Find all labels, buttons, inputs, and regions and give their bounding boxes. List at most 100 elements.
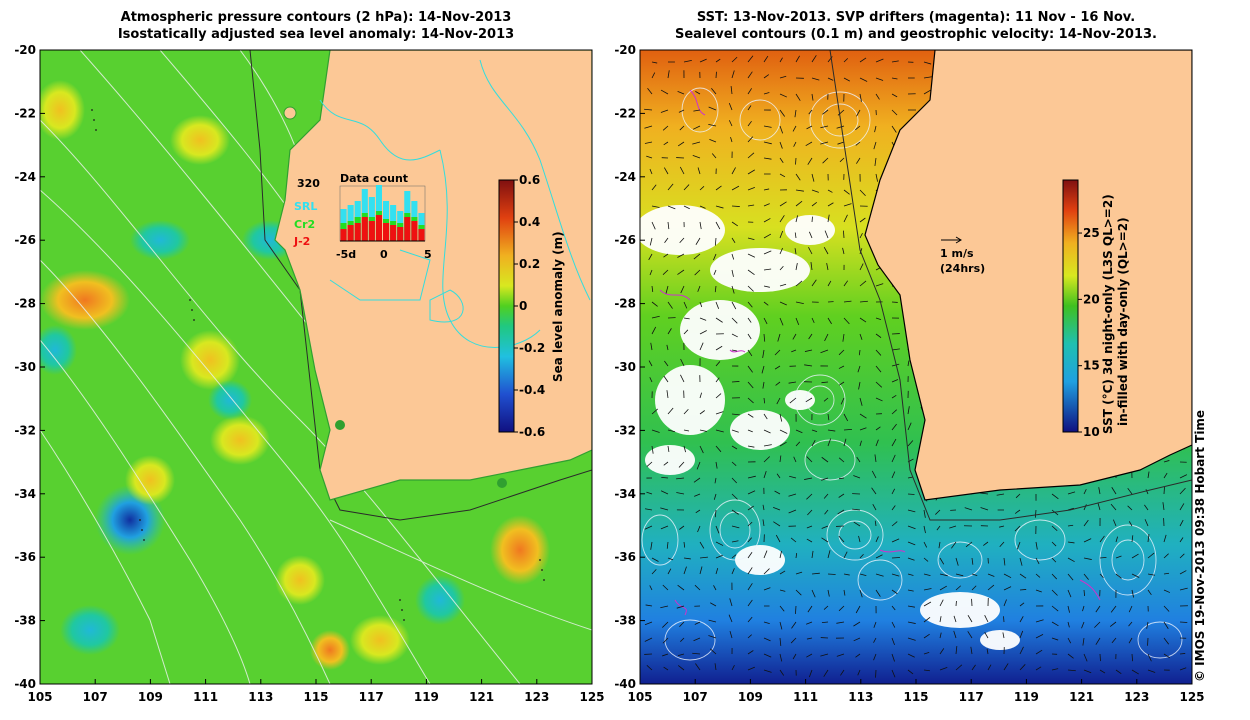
velocity-vector bbox=[1002, 632, 1005, 639]
velocity-vector bbox=[939, 667, 948, 671]
left-lon-tick-label: 105 bbox=[27, 690, 52, 704]
velocity-vector bbox=[811, 440, 816, 447]
data-count-xtick-0: 0 bbox=[380, 248, 388, 261]
velocity-vector bbox=[763, 125, 772, 128]
velocity-vector bbox=[804, 364, 813, 367]
velocity-vector bbox=[779, 247, 783, 255]
velocity-vector bbox=[1115, 573, 1122, 579]
velocity-vector bbox=[649, 585, 653, 591]
right-lat-tick-label: -40 bbox=[614, 677, 636, 691]
velocity-vector bbox=[731, 554, 737, 559]
velocity-vector bbox=[762, 519, 765, 527]
velocity-vector bbox=[820, 653, 829, 657]
velocity-vector bbox=[676, 492, 685, 495]
velocity-vector bbox=[731, 56, 738, 63]
velocity-vector bbox=[1082, 605, 1085, 612]
velocity-vector bbox=[1095, 605, 1101, 613]
velocity-vector bbox=[907, 669, 914, 675]
velocity-vector bbox=[980, 507, 989, 511]
velocity-vector bbox=[747, 187, 755, 191]
velocity-vector bbox=[1147, 669, 1156, 673]
velocity-vector bbox=[793, 141, 797, 147]
velocity-vector bbox=[663, 167, 669, 175]
velocity-vector bbox=[680, 285, 685, 294]
velocity-vector bbox=[837, 509, 845, 515]
velocity-vector bbox=[775, 381, 781, 386]
velocity-vector bbox=[715, 317, 723, 323]
velocity-vector bbox=[811, 550, 814, 559]
velocity-vector bbox=[646, 491, 653, 495]
velocity-vector bbox=[714, 663, 717, 671]
velocity-vector bbox=[875, 77, 884, 81]
velocity-vector bbox=[891, 505, 896, 511]
velocity-vector bbox=[763, 268, 772, 271]
velocity-vector bbox=[859, 573, 867, 577]
velocity-vector bbox=[662, 653, 669, 657]
left-lat-tick-label: -22 bbox=[14, 106, 36, 120]
velocity-vector bbox=[936, 525, 941, 531]
colorbar-tick-label: -0.4 bbox=[519, 383, 545, 397]
velocity-vector bbox=[980, 492, 989, 495]
velocity-vector bbox=[779, 109, 786, 117]
velocity-vector bbox=[697, 167, 701, 175]
velocity-vector bbox=[891, 488, 896, 495]
velocity-vector bbox=[859, 233, 863, 239]
velocity-vector bbox=[711, 153, 717, 159]
velocity-vector bbox=[1127, 505, 1133, 511]
velocity-vector bbox=[1051, 637, 1059, 641]
data-count-bar bbox=[383, 223, 390, 241]
velocity-vector bbox=[843, 214, 848, 223]
left-lat-tick-label: -20 bbox=[14, 43, 36, 57]
velocity-vector bbox=[827, 573, 836, 575]
velocity-vector bbox=[795, 189, 804, 192]
right-lon-tick-label: 107 bbox=[683, 690, 708, 704]
velocity-vector bbox=[827, 214, 830, 223]
velocity-vector bbox=[1179, 519, 1184, 527]
velocity-vector bbox=[1003, 663, 1009, 671]
velocity-vector bbox=[907, 637, 916, 641]
velocity-vector bbox=[840, 397, 845, 405]
velocity-vector bbox=[731, 477, 738, 484]
velocity-vector bbox=[853, 637, 861, 642]
velocity-vector bbox=[676, 477, 685, 480]
velocity-vector bbox=[747, 317, 752, 323]
velocity-vector bbox=[843, 58, 849, 63]
velocity-vector bbox=[795, 605, 797, 614]
velocity-vector bbox=[714, 285, 717, 293]
velocity-vector bbox=[680, 358, 685, 367]
velocity-vector bbox=[715, 393, 722, 399]
velocity-vector bbox=[660, 507, 669, 511]
velocity-vector bbox=[1034, 509, 1037, 518]
velocity-vector bbox=[763, 74, 770, 79]
velocity-vector bbox=[907, 509, 916, 513]
velocity-vector bbox=[837, 109, 845, 116]
velocity-vector bbox=[823, 605, 829, 610]
velocity-vector bbox=[822, 157, 829, 164]
velocity-vector bbox=[874, 520, 877, 527]
velocity-vector bbox=[667, 328, 672, 335]
velocity-vector bbox=[648, 360, 653, 367]
velocity-vector bbox=[747, 301, 753, 308]
velocity-vector bbox=[699, 221, 702, 230]
velocity-vector bbox=[1179, 553, 1185, 559]
velocity-vector bbox=[857, 669, 861, 676]
velocity-vector bbox=[1083, 653, 1088, 662]
velocity-vector bbox=[838, 457, 845, 463]
velocity-vector bbox=[1019, 589, 1027, 591]
velocity-vector bbox=[822, 109, 829, 115]
velocity-vector bbox=[843, 77, 851, 82]
velocity-vector bbox=[855, 653, 861, 658]
velocity-vector bbox=[871, 487, 877, 495]
velocity-vector bbox=[1131, 589, 1135, 598]
velocity-vector bbox=[678, 461, 685, 468]
velocity-vector bbox=[1144, 519, 1149, 527]
velocity-vector bbox=[891, 573, 900, 577]
velocity-vector bbox=[853, 475, 861, 479]
colorbar-tick-label: 20 bbox=[1083, 292, 1100, 306]
velocity-vector bbox=[650, 541, 653, 550]
left-lat-tick-label: -30 bbox=[14, 360, 36, 374]
velocity-vector bbox=[790, 537, 797, 543]
velocity-vector bbox=[763, 568, 770, 575]
right-lat-tick-label: -26 bbox=[614, 233, 636, 247]
velocity-vector bbox=[683, 59, 692, 63]
